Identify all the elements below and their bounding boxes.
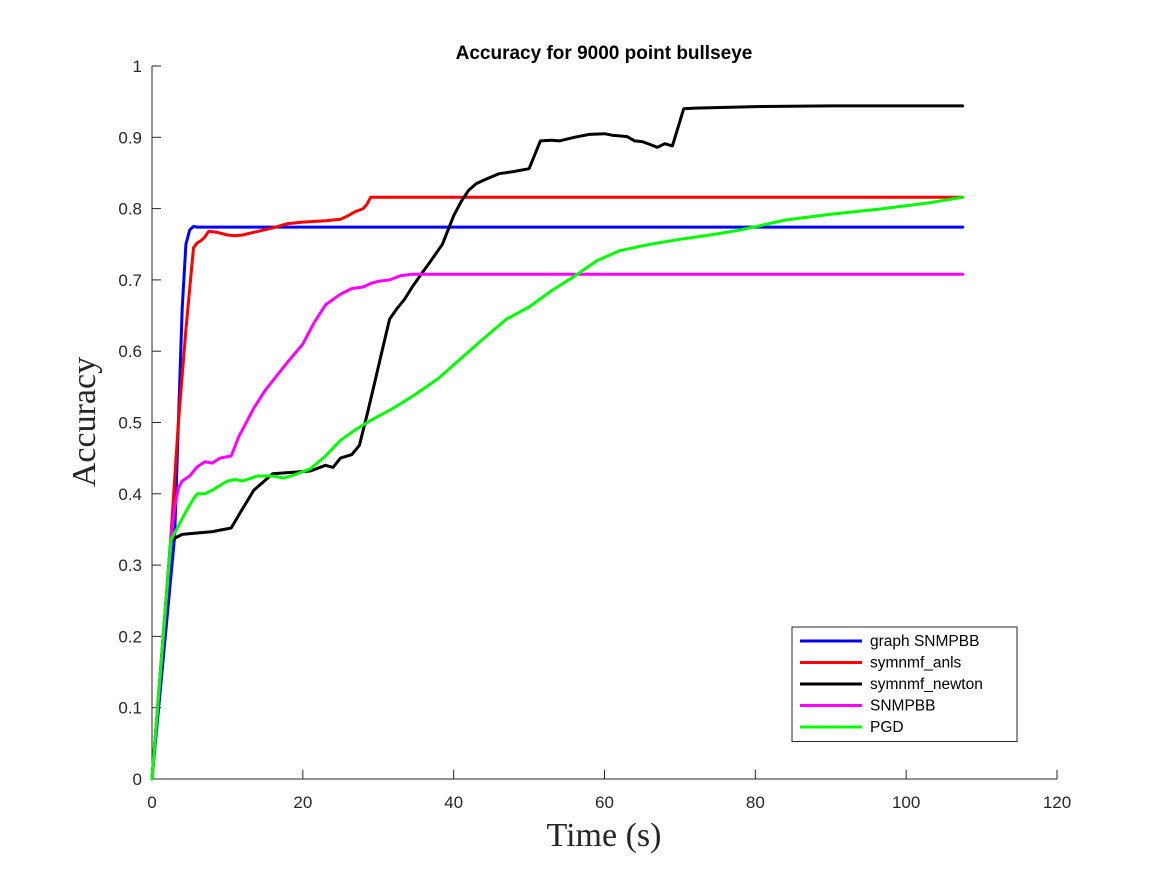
x-tick-label: 20 — [293, 793, 312, 812]
plot-area — [150, 104, 965, 781]
axes: 0 20 40 60 80 100 120 0 0.1 0.2 0.3 0.4 0.5 0.6 0.7 0.8… — [118, 57, 1071, 812]
x-tick-label: 0 — [147, 793, 156, 812]
legend-label-symnmf-newton: symnmf_newton — [870, 676, 983, 693]
y-tick-label: 1 — [133, 57, 142, 76]
y-tick-label: 0.9 — [118, 128, 142, 147]
series-line-pgd — [150, 195, 965, 781]
legend-label-symnmf-anls: symnmf_anls — [870, 655, 962, 672]
chart-title: Accuracy for 9000 point bullseye — [456, 43, 753, 64]
legend-label-snmpbb: SNMPBB — [870, 698, 935, 715]
y-tick-label: 0.1 — [118, 699, 142, 718]
x-tick-label: 80 — [746, 793, 765, 812]
y-tick-label: 0.2 — [118, 627, 142, 646]
y-axis-label: Accuracy — [66, 357, 103, 487]
y-tick-label: 0.7 — [118, 271, 142, 290]
legend: graph SNMPBB symnmf_anls symnmf_newton SNMP… — [791, 626, 1018, 742]
y-tick-label: 0.5 — [118, 414, 142, 433]
y-tick-label: 0.8 — [118, 200, 142, 219]
series-line-symnmf-anls — [150, 195, 965, 781]
series-line-snmpbb — [150, 272, 965, 781]
x-tick-label: 100 — [892, 793, 920, 812]
x-tick-label: 120 — [1043, 793, 1071, 812]
legend-label-graph-snmpbb: graph SNMPBB — [870, 633, 979, 650]
y-tick-label: 0.4 — [118, 485, 142, 504]
x-tick-label: 40 — [444, 793, 463, 812]
x-tick-label: 60 — [595, 793, 614, 812]
y-tick-label: 0.6 — [118, 342, 142, 361]
legend-label-pgd: PGD — [870, 719, 904, 736]
y-tick-label: 0 — [133, 770, 142, 789]
y-tick-label: 0.3 — [118, 556, 142, 575]
x-axis-label: Time (s) — [547, 817, 662, 854]
